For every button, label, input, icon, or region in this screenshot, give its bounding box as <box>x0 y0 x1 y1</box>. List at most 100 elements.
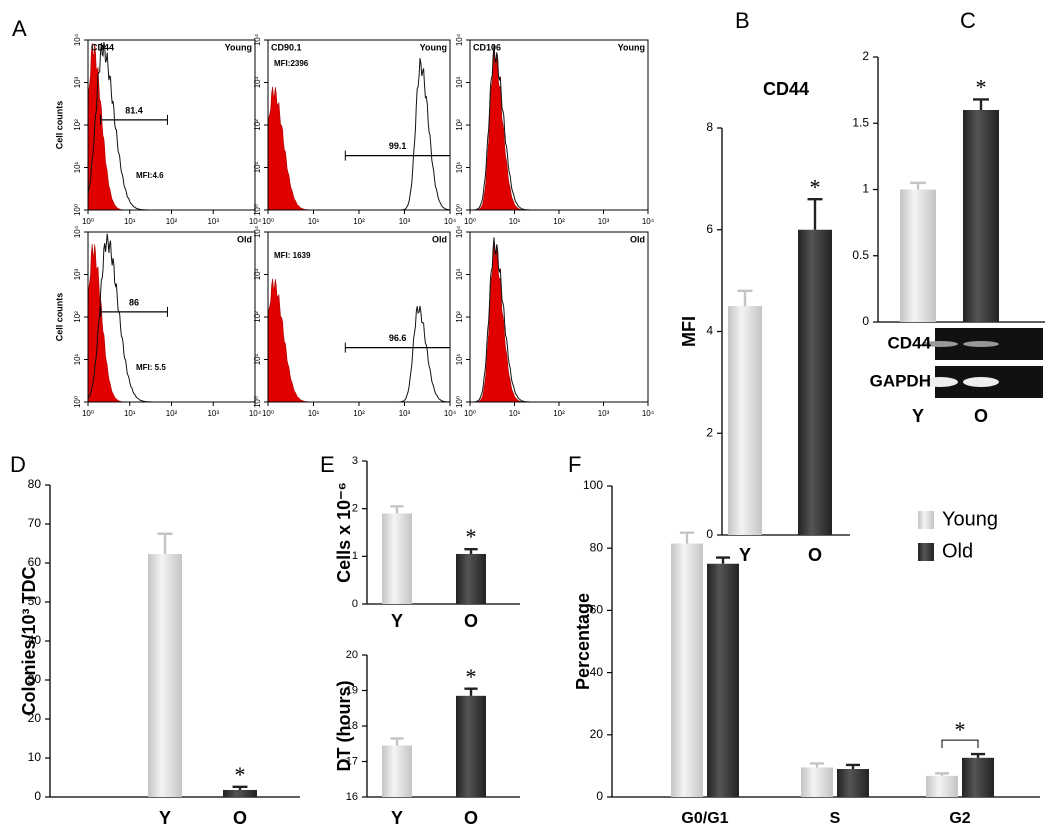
y-tick-label: 70 <box>28 516 42 530</box>
y-tick-label: 0 <box>706 527 713 541</box>
x-tick-label: 10³ <box>399 217 411 226</box>
x-tick-label: O <box>464 611 478 631</box>
y-axis-label: Cell counts <box>54 101 64 150</box>
x-tick-label: 10¹ <box>509 217 521 226</box>
x-tick-label: Y <box>159 808 171 828</box>
bar <box>926 775 958 797</box>
y-axis-label: Colonies/10³ TDC <box>19 566 39 715</box>
group-name: Old <box>630 234 645 244</box>
y-tick-label: 20 <box>590 727 604 741</box>
y-tick-label: 16 <box>346 791 358 803</box>
x-tick-label: O <box>974 406 988 426</box>
x-tick-label: 10⁰ <box>262 409 274 418</box>
x-tick-label: 10⁰ <box>262 217 274 226</box>
gel-band <box>922 377 958 387</box>
y-axis-label: Percentage <box>573 593 593 690</box>
y-tick-label: 20 <box>346 649 358 661</box>
marker-name: CD106 <box>473 42 501 52</box>
bar <box>798 229 832 535</box>
y-tick-label: 6 <box>706 222 713 236</box>
error-bar <box>934 772 950 776</box>
significance: * <box>466 664 477 689</box>
error-bar <box>232 785 248 790</box>
marker-name: CD90.1 <box>271 42 302 52</box>
y-tick-label: 19 <box>346 684 358 696</box>
y-tick-label: 3 <box>352 455 358 467</box>
y-tick-label: 80 <box>28 477 42 491</box>
x-tick-label: Y <box>391 611 403 631</box>
error-bar <box>845 763 861 770</box>
y-tick-label: 10² <box>455 119 464 131</box>
error-bar <box>390 505 404 514</box>
y-tick-label: 10⁴ <box>253 33 262 46</box>
y-tick-label: 10⁰ <box>73 204 82 216</box>
error-bar <box>807 198 823 230</box>
error-bar <box>679 531 695 544</box>
gel-band <box>922 341 958 347</box>
y-tick-label: 20 <box>28 711 42 725</box>
y-tick-label: 10⁴ <box>455 33 464 46</box>
y-tick-label: 10¹ <box>455 161 464 173</box>
bar <box>707 563 739 797</box>
y-axis-label: MFI <box>679 316 699 347</box>
negative-histogram <box>470 49 648 211</box>
bar <box>382 745 412 797</box>
y-tick-label: 17 <box>346 755 358 767</box>
x-tick-label: 10³ <box>598 217 610 226</box>
x-tick-label: 10⁰ <box>82 409 94 418</box>
x-tick-label: 10³ <box>207 409 219 418</box>
y-tick-label: 0 <box>34 789 41 803</box>
negative-histogram <box>470 241 648 403</box>
bar <box>671 543 703 797</box>
y-tick-label: 10³ <box>73 76 82 88</box>
y-tick-label: 10⁰ <box>455 204 464 216</box>
plot-frame <box>87 39 256 211</box>
marker-histogram <box>268 58 450 211</box>
group-name: Young <box>618 42 645 52</box>
bar <box>456 695 486 797</box>
y-tick-label: 2 <box>706 425 713 439</box>
y-tick-label: 10¹ <box>73 161 82 173</box>
y-tick-label: 80 <box>590 540 604 554</box>
y-tick-label: 10⁴ <box>253 225 262 238</box>
mfi-label: MFI:4.6 <box>136 171 164 180</box>
y-tick-label: 10² <box>73 119 82 131</box>
y-tick-label: 0 <box>352 598 358 610</box>
mfi-label: MFI:2396 <box>274 59 309 68</box>
x-tick-label: O <box>808 545 822 565</box>
y-tick-label: 10² <box>253 311 262 323</box>
bar <box>962 757 994 797</box>
x-tick-label: 10² <box>553 217 565 226</box>
x-tick-label: 10⁴ <box>642 217 655 226</box>
marker-histogram <box>87 233 255 403</box>
y-tick-label: 4 <box>706 324 713 338</box>
error-bar <box>973 98 989 110</box>
marker-name: CD44 <box>91 42 114 52</box>
y-tick-label: 10⁴ <box>73 225 82 238</box>
y-tick-label: 8 <box>706 120 713 134</box>
y-tick-label: 60 <box>28 555 42 569</box>
group-name: Old <box>432 234 447 244</box>
x-tick-label: 10⁰ <box>464 409 476 418</box>
x-tick-label: 10² <box>353 217 365 226</box>
x-tick-label: 10³ <box>399 409 411 418</box>
y-tick-label: 10 <box>28 750 42 764</box>
error-bar <box>809 762 825 768</box>
y-tick-label: 2 <box>352 503 358 515</box>
significance: * <box>466 524 477 549</box>
x-tick-label: 10¹ <box>509 409 521 418</box>
y-tick-label: 10² <box>73 311 82 323</box>
error-bar <box>737 289 753 307</box>
x-tick-label: Y <box>391 808 403 828</box>
y-tick-label: 10⁴ <box>455 225 464 238</box>
legend-swatch <box>918 511 934 529</box>
bar <box>223 789 257 797</box>
x-tick-label: 10² <box>553 409 565 418</box>
x-tick-label: 10¹ <box>308 217 320 226</box>
y-tick-label: 10¹ <box>455 353 464 365</box>
bar <box>456 553 486 604</box>
group-name: Young <box>225 42 252 52</box>
gel-label: GAPDH <box>870 371 931 390</box>
y-tick-label: 1 <box>862 182 869 196</box>
x-tick-label: 10¹ <box>124 409 136 418</box>
